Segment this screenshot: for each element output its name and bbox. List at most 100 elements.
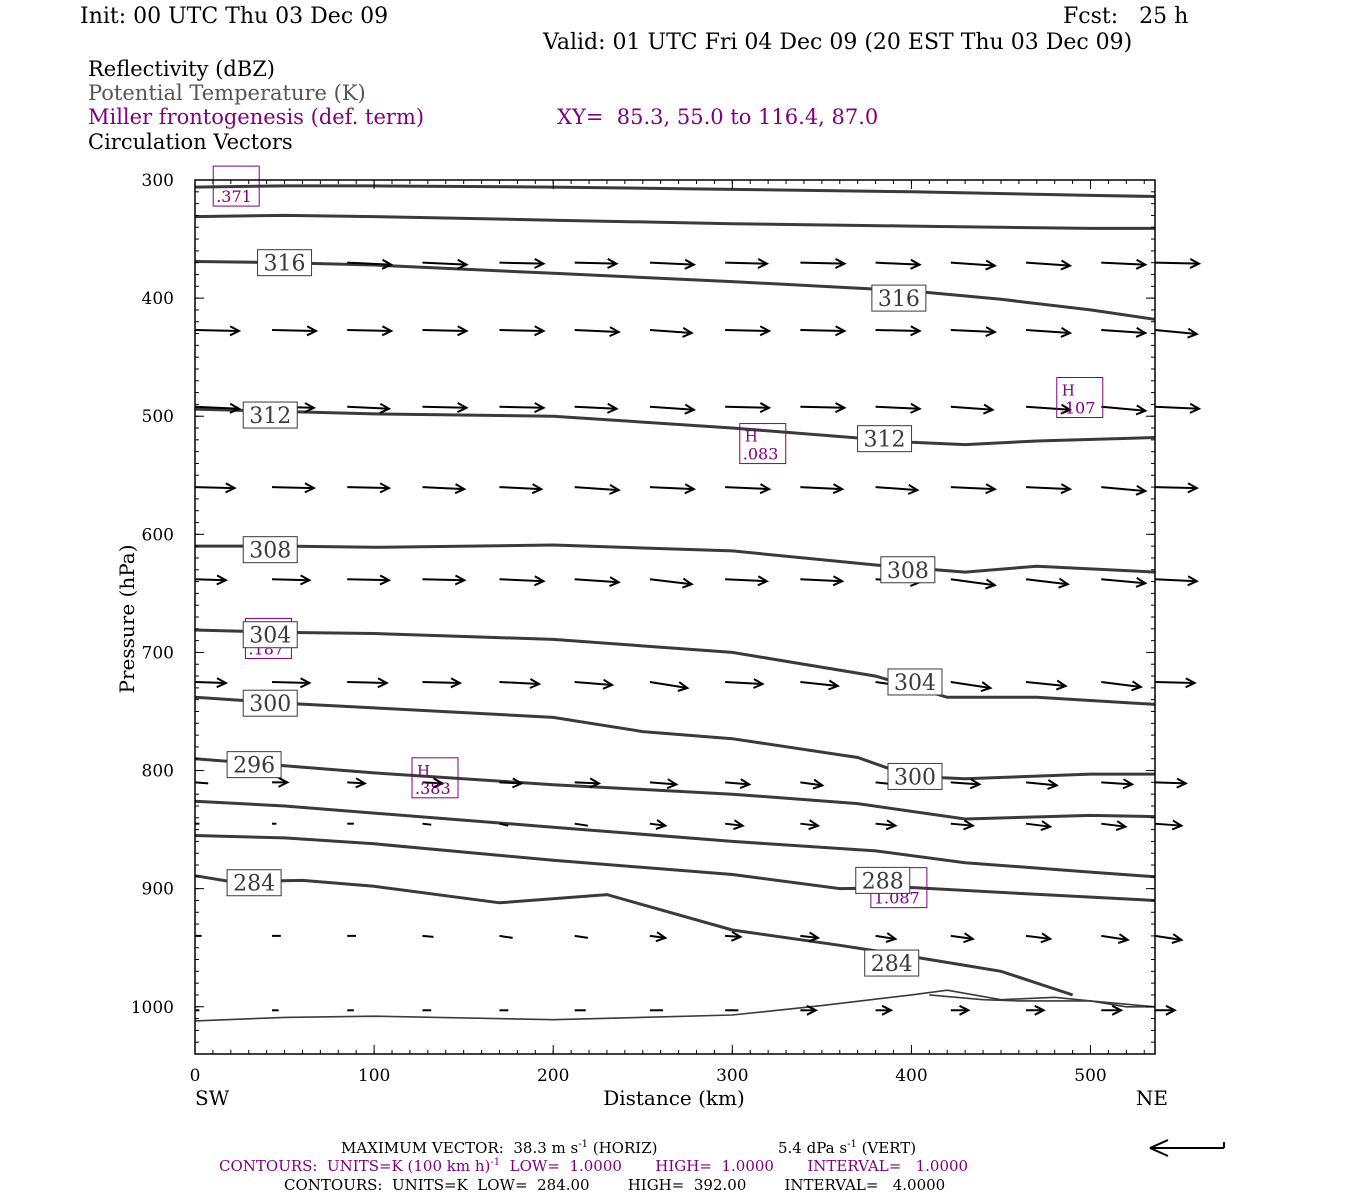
circulation-vector [1025,578,1068,586]
circulation-vector [271,486,314,490]
vector-arrowhead [609,484,621,495]
theta-label-box [242,401,298,429]
theta-contour-line [194,834,1156,902]
circulation-vector [347,261,392,266]
y-tick-label: 900 [142,880,174,900]
y-tick-label: 500 [142,407,174,427]
vector-arrowhead [607,258,619,269]
vector-arrowhead [684,403,697,415]
frontogenesis-box [739,423,787,465]
unit-exponent: -1 [578,1139,588,1150]
maximum-vector-text: MAXIMUM VECTOR: 38.3 m s-1 (HORIZ) [341,1139,657,1157]
circulation-vector [194,405,240,410]
vector-arrowhead [379,574,392,586]
vector-arrowhead [1060,403,1073,415]
reference-vector-arrow [1149,1139,1225,1157]
circulation-vector [1025,680,1066,687]
vector-arrowhead [381,325,394,337]
vector-arrowhead [1115,820,1128,832]
vector-arrowhead [379,482,392,494]
circulation-vector [347,405,390,410]
vector-arrowhead [1060,483,1073,495]
circulation-vector [574,822,589,827]
circulation-vector [347,781,365,785]
vector-arrowhead [534,258,546,269]
vector-arrowhead [379,402,392,414]
vector-arrowhead [655,931,668,943]
vector-arrowhead [684,258,697,270]
circulation-vector [800,822,819,827]
vector-arrowhead [377,677,389,689]
circulation-vector [1101,781,1133,786]
vector-arrowhead [589,777,602,789]
vector-arrowhead [457,402,469,414]
circulation-vector [950,934,973,940]
circulation-vector [1101,822,1126,828]
theta-label: 288 [862,869,904,894]
circulation-vector [1025,781,1057,787]
circulation-vector [725,781,750,786]
circulation-vector [574,486,619,492]
maximum-vector-vertical: 5.4 dPa s-1 (VERT) [778,1139,916,1157]
vector-arrowhead [983,403,995,415]
vector-arrowhead [1187,482,1199,494]
ne-end-label: NE [1136,1086,1168,1110]
circulation-vector [649,328,692,334]
circulation-vector [800,328,845,332]
circulation-vector [422,934,434,938]
vector-arrowhead [666,778,679,790]
circulation-vector [950,486,995,491]
circulation-vector [1154,680,1195,684]
vector-arrowhead [757,258,770,269]
vert-tag: (VERT) [856,1139,917,1157]
theta-label: 308 [249,539,291,564]
vector-arrowhead [682,326,694,338]
circulation-vector [574,680,613,686]
vector-arrowhead [306,325,319,337]
horiz-tag: (HORIZ) [587,1139,658,1157]
theta-label: 304 [894,671,936,696]
circulation-vector [950,781,980,786]
vector-arrowhead [454,574,467,586]
vector-arrowhead [1117,933,1130,944]
vector-arrowhead [681,577,694,589]
vector-arrowhead [1122,778,1135,790]
theta-contour-line [194,757,1156,821]
vector-arrowhead [609,326,621,338]
vector-arrowhead [381,258,394,270]
x-tick-label: 200 [537,1066,569,1086]
circulation-vector [1101,934,1128,941]
vector-arrowhead [959,1004,971,1016]
axes: 0 100 200 300 400 500 300 400 500 600 700 800 900 100… [131,171,1155,1086]
circulation-vector [422,486,465,491]
y-tick-label: 300 [142,171,174,191]
vector-arrowhead [1040,820,1053,832]
theta-label: 284 [233,872,275,897]
theta-contour-line [194,184,1156,198]
circulation-vector [1101,405,1146,412]
circulation-vector [1154,261,1200,265]
circulation-vector [422,578,465,582]
vector-arrowhead [1060,327,1073,338]
vector-arrowhead [834,258,847,269]
circulation-vector [875,405,920,410]
vector-arrowhead [432,777,445,789]
circulation-vector [1025,261,1071,267]
vector-arrowhead [834,402,847,414]
vector-arrowhead [910,325,922,337]
contours-theta-info: CONTOURS: UNITS=K LOW= 284.00 HIGH= 392.… [284,1176,946,1194]
max-vector-vert-value: 5.4 dPa s [778,1139,848,1157]
contours-frontogenesis-info: CONTOURS: UNITS=K (100 km h)-1 LOW= 1.00… [219,1157,968,1175]
vector-arrowhead [216,677,229,689]
circulation-vector [1154,822,1182,827]
vector-arrowhead [454,483,467,495]
circulation-vector [499,328,544,332]
theta-label-box [857,425,913,453]
vector-arrowhead [733,819,745,831]
max-vector-horiz-value: MAXIMUM VECTOR: 38.3 m s [341,1139,579,1157]
theta-label: 296 [233,754,275,779]
cross-section-xy: XY= 85.3, 55.0 to 116.4, 87.0 [557,105,879,129]
circulation-vector [800,261,845,265]
vector-arrowhead [759,325,772,337]
